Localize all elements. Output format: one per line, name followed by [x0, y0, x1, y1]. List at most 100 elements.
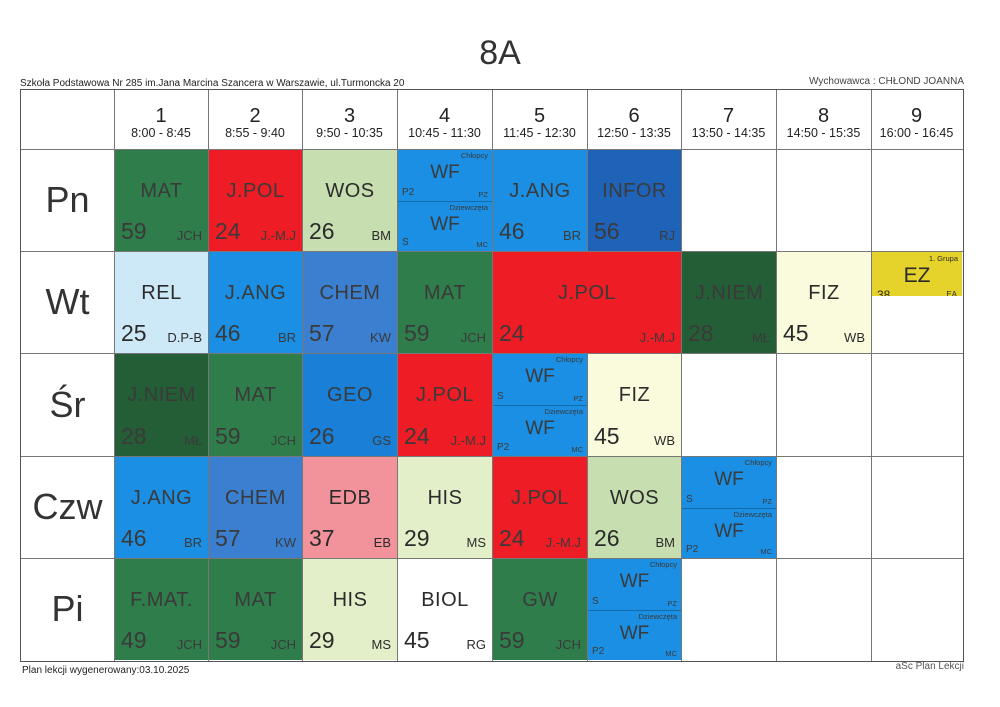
- teacher-code: WB: [844, 330, 865, 345]
- teacher-code: JCH: [176, 228, 202, 243]
- lesson-cell[interactable]: J.NIEM 28 MŁ: [682, 252, 776, 353]
- group-label: Chłopcy: [744, 458, 772, 467]
- lesson-cell[interactable]: CHEM 57 KW: [209, 457, 302, 558]
- lesson-cell[interactable]: HIS 29 MS: [398, 457, 492, 558]
- lesson-cell[interactable]: Chłopcy WF S PZ Dziewczęta WF P2 MC: [682, 457, 776, 558]
- room-number: S: [686, 493, 693, 505]
- room-number: 49: [121, 627, 147, 653]
- lesson-cell[interactable]: HIS 29 MS: [303, 559, 397, 660]
- lesson-cell[interactable]: MAT 59 JCH: [209, 354, 302, 456]
- room-number: 29: [404, 525, 430, 551]
- lesson-cell[interactable]: J.POL 24 J.-M.J: [493, 252, 681, 353]
- period-header: 8 14:50 - 15:35: [776, 90, 871, 150]
- lesson-cell[interactable]: J.ANG 46 BR: [493, 150, 587, 251]
- teacher-code: KW: [370, 330, 391, 345]
- lesson-cell[interactable]: GW 59 JCH: [493, 559, 587, 660]
- subject-label: J.POL: [415, 384, 475, 406]
- generated-date: Plan lekcji wygenerowany:03.10.2025: [22, 665, 190, 676]
- period-header: 1 8:00 - 8:45: [114, 90, 208, 150]
- period-header: 6 12:50 - 13:35: [587, 90, 681, 150]
- period-time: 8:00 - 8:45: [131, 126, 191, 140]
- period-number: 5: [533, 105, 546, 127]
- room-number: 38: [877, 288, 891, 296]
- lesson-cell[interactable]: J.ANG 46 BR: [115, 457, 208, 558]
- lesson-cell[interactable]: MAT 59 JCH: [209, 559, 302, 660]
- subject-label: REL: [141, 282, 182, 304]
- room-number: 57: [309, 320, 335, 346]
- period-number: 8: [817, 105, 830, 127]
- lesson-cell[interactable]: EDB 37 EB: [303, 457, 397, 558]
- room-number: 28: [688, 320, 714, 346]
- lesson-cell[interactable]: Chłopcy WF S PZ Dziewczęta WF P2 MC: [588, 559, 681, 660]
- period-time: 16:00 - 16:45: [879, 126, 954, 140]
- group-label: Chłopcy: [555, 355, 583, 364]
- room-number: 46: [121, 525, 147, 551]
- lesson-cell[interactable]: FIZ 45 WB: [588, 354, 681, 456]
- lesson-cell[interactable]: GEO 26 GS: [303, 354, 397, 456]
- school-name: Szkoła Podstawowa Nr 285 im.Jana Marcina…: [20, 78, 405, 89]
- teacher-code: BR: [277, 330, 296, 345]
- grid-column-line: [397, 90, 398, 661]
- grid-column-line: [302, 90, 303, 661]
- room-number: S: [402, 237, 409, 248]
- lesson-group-bottom: Dziewczęta WF P2 MC: [682, 507, 776, 559]
- lesson-cell[interactable]: FIZ 45 WB: [777, 252, 871, 353]
- lesson-cell[interactable]: BIOL 45 RG: [398, 559, 492, 660]
- lesson-cell[interactable]: WOS 26 BM: [588, 457, 681, 558]
- teacher-code: MŁ: [751, 330, 770, 345]
- lesson-cell[interactable]: J.POL 24 J.-M.J: [209, 150, 302, 251]
- lesson-cell[interactable]: J.NIEM 28 MŁ: [115, 354, 208, 456]
- teacher-code: J.-M.J: [639, 330, 675, 345]
- lesson-cell[interactable]: REL 25 D.P-B: [115, 252, 208, 353]
- day-label: Czw: [32, 486, 103, 527]
- teacher-code: JCH: [270, 433, 296, 448]
- grid-column-line: [492, 90, 493, 661]
- timetable-grid: 1 8:00 - 8:45 2 8:55 - 9:40 3 9:50 - 10:35 4 10…: [20, 89, 964, 662]
- teacher-code: PZ: [667, 598, 677, 608]
- lesson-cell[interactable]: WOS 26 BM: [303, 150, 397, 251]
- lesson-cell[interactable]: MAT 59 JCH: [398, 252, 492, 353]
- subject-label: WF: [525, 418, 555, 439]
- grid-column-line: [776, 90, 777, 661]
- room-number: 25: [121, 320, 147, 346]
- lesson-cell[interactable]: Chłopcy WF P2 PZ Dziewczęta WF S MC: [398, 150, 492, 251]
- teacher-code: MC: [476, 240, 488, 249]
- subject-label: MAT: [234, 589, 277, 611]
- period-header: 3 9:50 - 10:35: [302, 90, 397, 150]
- teacher-code: EB: [373, 535, 391, 550]
- lesson-cell[interactable]: J.ANG 46 BR: [209, 252, 302, 353]
- subject-label: EZ: [903, 264, 931, 287]
- lesson-cell[interactable]: CHEM 57 KW: [303, 252, 397, 353]
- group-label: Chłopcy: [649, 560, 677, 569]
- room-number: 59: [404, 320, 430, 346]
- grid-column-line: [871, 90, 872, 661]
- grid-column-line: [114, 90, 115, 661]
- room-number: 28: [121, 423, 147, 449]
- lesson-group-top: Chłopcy WF S PZ: [588, 559, 681, 610]
- room-number: 45: [594, 423, 620, 449]
- lesson-cell[interactable]: J.POL 24 J.-M.J: [493, 457, 587, 558]
- teacher-code: EA: [946, 290, 957, 296]
- lesson-cell[interactable]: J.POL 24 J.-M.J: [398, 354, 492, 456]
- period-number: 4: [438, 105, 451, 127]
- lesson-cell[interactable]: INFOR 56 RJ: [588, 150, 681, 251]
- teacher-code: J.-M.J: [450, 433, 486, 448]
- lesson-cell[interactable]: Chłopcy WF S PZ Dziewczęta WF P2 MC: [493, 354, 587, 456]
- lesson-cell[interactable]: F.MAT. 49 JCH: [115, 559, 208, 660]
- lesson-cell[interactable]: 1. Grupa EZ 38 EA: [872, 252, 962, 296]
- group-label: Dziewczęta: [733, 509, 772, 519]
- subject-label: MAT: [140, 180, 183, 202]
- teacher-code: MC: [665, 649, 677, 658]
- subject-label: WF: [430, 162, 460, 183]
- teacher-code: BM: [371, 228, 392, 243]
- room-number: 46: [215, 320, 241, 346]
- subject-label: F.MAT.: [130, 589, 193, 611]
- room-number: 26: [309, 218, 335, 244]
- lesson-cell[interactable]: MAT 59 JCH: [115, 150, 208, 251]
- teacher-code: MŁ: [183, 433, 202, 448]
- grid-column-line: [208, 90, 209, 661]
- lesson-group-bottom: Dziewczęta WF S MC: [398, 200, 492, 252]
- teacher-code: JCH: [555, 637, 581, 652]
- grid-row-line: [21, 456, 963, 457]
- subject-label: FIZ: [808, 282, 840, 304]
